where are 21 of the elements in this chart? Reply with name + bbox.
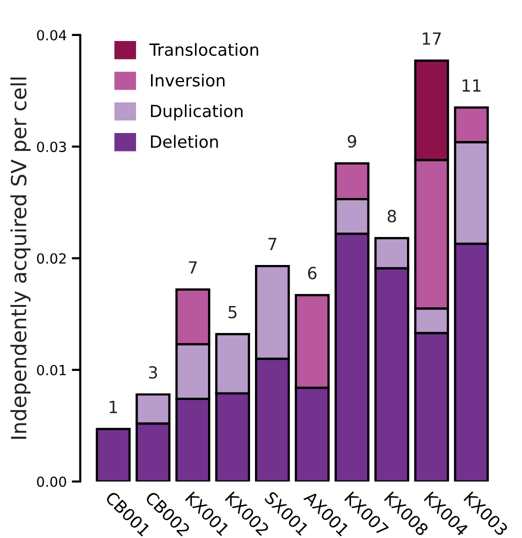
y-tick-label: 0.04 [37, 30, 66, 40]
legend-label: Duplication [151, 104, 243, 121]
y-tick-label: 0.00 [37, 476, 66, 487]
bar [96, 428, 131, 482]
annotation: 11 [462, 79, 480, 92]
annotation: 3 [149, 366, 157, 379]
y-tick-label: 0.02 [37, 253, 66, 264]
legend-label: Deletion [151, 135, 218, 148]
y-axis-title: Independently acquired SV per cell [10, 78, 31, 439]
legend-label: Inversion [151, 74, 224, 87]
annotation: 1 [110, 400, 117, 414]
annotation: 6 [308, 266, 316, 280]
annotation: 8 [388, 210, 396, 222]
annotation: 7 [268, 238, 276, 250]
y-tick-label: 0.01 [37, 364, 66, 376]
annotation: 9 [348, 135, 356, 148]
annotation: 5 [228, 306, 236, 318]
annotation: 7 [188, 261, 197, 274]
annotation: 17 [422, 32, 441, 45]
legend-label: Translocation [149, 43, 258, 56]
y-tick-label: 0.03 [37, 142, 66, 152]
